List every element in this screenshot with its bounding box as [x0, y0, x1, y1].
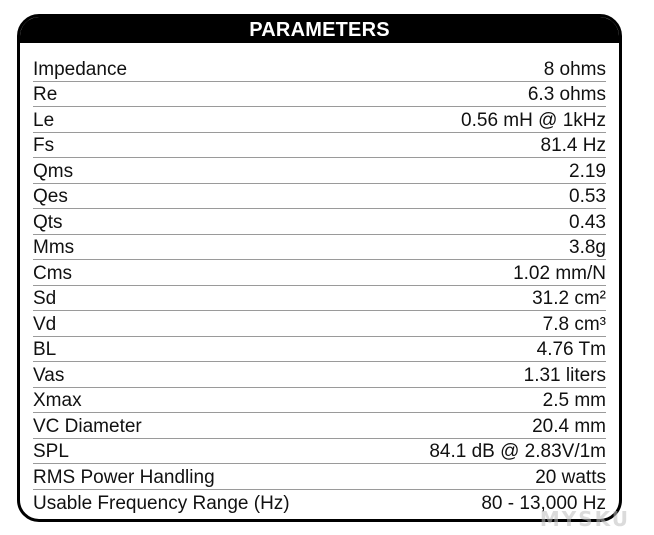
row-value: 1.31 liters	[523, 364, 606, 386]
table-row: BL 4.76 Tm	[33, 337, 606, 362]
table-row: VC Diameter 20.4 mm	[33, 413, 606, 439]
row-value: 1.02 mm/N	[513, 262, 606, 284]
table-row: Mms 3.8g	[33, 235, 606, 260]
table-row: Vas 1.31 liters	[33, 362, 606, 388]
table-row: Qts 0.43	[33, 209, 606, 235]
row-value: 0.56 mH @ 1kHz	[461, 109, 606, 131]
row-label: Impedance	[33, 58, 128, 80]
row-value: 20.4 mm	[532, 415, 606, 437]
parameters-table: Impedance 8 ohms Re 6.3 ohms Le 0.56 mH @ 1…	[33, 56, 606, 515]
table-row: Fs 81.4 Hz	[33, 133, 606, 158]
watermark: MYSKU	[539, 507, 630, 531]
row-label: Le	[33, 109, 55, 131]
row-label: Xmax	[33, 390, 82, 411]
row-value: 31.2 cm²	[532, 288, 606, 309]
row-value: 4.76 Tm	[536, 339, 606, 360]
row-value: 7.8 cm³	[542, 313, 606, 335]
parameters-header: PARAMETERS	[20, 17, 619, 43]
row-label: Qes	[33, 186, 68, 207]
row-value: 2.19	[569, 160, 606, 182]
row-label: Mms	[33, 237, 75, 258]
table-row: Cms 1.02 mm/N	[33, 260, 606, 286]
table-row: Qes 0.53	[33, 184, 606, 209]
row-label: RMS Power Handling	[33, 466, 215, 488]
row-value: 0.53	[569, 186, 606, 207]
row-label: Cms	[33, 262, 73, 284]
row-value: 0.43	[569, 211, 606, 233]
row-value: 20 watts	[535, 466, 606, 488]
table-row: Qms 2.19	[33, 158, 606, 184]
row-label: Fs	[33, 135, 55, 156]
row-value: 8 ohms	[543, 58, 606, 80]
row-label: SPL	[33, 441, 69, 462]
row-label: Qms	[33, 160, 74, 182]
row-label: Sd	[33, 288, 57, 309]
row-value: 2.5 mm	[542, 390, 606, 411]
row-value: 3.8g	[569, 237, 606, 258]
table-row: Re 6.3 ohms	[33, 82, 606, 107]
table-row: Impedance 8 ohms	[33, 56, 606, 82]
parameters-card: PARAMETERS Impedance 8 ohms Re 6.3 ohms Le…	[17, 14, 622, 522]
table-row: SPL 84.1 dB @ 2.83V/1m	[33, 439, 606, 464]
table-row: Vd 7.8 cm³	[33, 311, 606, 337]
row-label: BL	[33, 339, 57, 360]
row-value: 81.4 Hz	[540, 135, 606, 156]
row-label: Vd	[33, 313, 57, 335]
row-value: 6.3 ohms	[527, 84, 606, 105]
row-value: 80 - 13,000 Hz	[481, 493, 606, 514]
table-row: Sd 31.2 cm²	[33, 286, 606, 311]
table-row: Usable Frequency Range (Hz) 80 - 13,000 H…	[33, 490, 606, 516]
row-label: Usable Frequency Range (Hz)	[33, 493, 290, 514]
row-label: Re	[33, 84, 58, 105]
table-row: Xmax 2.5 mm	[33, 388, 606, 413]
row-label: VC Diameter	[33, 415, 142, 437]
row-value: 84.1 dB @ 2.83V/1m	[429, 441, 606, 462]
table-row: Le 0.56 mH @ 1kHz	[33, 107, 606, 133]
row-label: Vas	[33, 364, 65, 386]
table-row: RMS Power Handling 20 watts	[33, 464, 606, 490]
row-label: Qts	[33, 211, 63, 233]
